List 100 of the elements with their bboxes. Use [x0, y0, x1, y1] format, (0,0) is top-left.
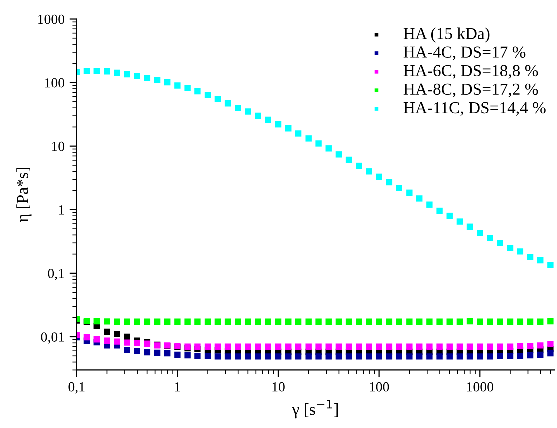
point [224, 100, 232, 107]
x-tick-label: 1000 [467, 382, 494, 392]
point [255, 318, 262, 325]
point [104, 328, 110, 336]
point [316, 318, 322, 325]
point [366, 318, 372, 325]
point [114, 331, 120, 338]
point [386, 318, 393, 325]
point [114, 318, 120, 325]
point [416, 354, 423, 360]
point [507, 245, 514, 252]
point [204, 318, 212, 325]
point [265, 116, 272, 124]
point [306, 136, 312, 142]
point [245, 354, 252, 360]
y-tick-label: 0,1 [48, 269, 64, 280]
point [487, 354, 494, 360]
point [527, 254, 534, 260]
point [164, 318, 171, 325]
point [235, 318, 242, 325]
point [426, 354, 433, 360]
point [265, 354, 272, 360]
point [134, 348, 140, 354]
point [517, 248, 524, 255]
point [466, 224, 474, 230]
point [386, 179, 393, 186]
point [396, 344, 402, 350]
point [416, 344, 423, 350]
point [416, 318, 423, 325]
point [376, 354, 382, 360]
point [326, 146, 332, 152]
point [124, 318, 130, 325]
point [164, 350, 171, 357]
point [336, 152, 342, 158]
point [356, 162, 362, 170]
x-tick-label: 100 [370, 382, 390, 392]
point [527, 343, 534, 350]
point [265, 344, 272, 350]
point [446, 344, 453, 350]
point [144, 75, 151, 82]
point [426, 202, 433, 208]
point [366, 354, 372, 360]
point [346, 318, 352, 325]
point [376, 174, 382, 180]
point [507, 318, 514, 325]
point [286, 318, 292, 325]
point [497, 344, 504, 350]
point [456, 344, 464, 350]
legend-label: HA-11C, DS=14,4 % [404, 102, 546, 116]
point [286, 354, 292, 360]
y-tick-label: 100 [45, 78, 65, 88]
point [114, 70, 120, 76]
point [366, 168, 372, 175]
legend-label: HA-6C, DS=18,8 % [404, 65, 538, 79]
point [255, 112, 262, 120]
point [426, 344, 433, 350]
point [94, 318, 100, 325]
point [326, 344, 332, 350]
point [204, 92, 212, 98]
point [406, 318, 413, 325]
point [245, 108, 252, 115]
point [336, 354, 342, 360]
point [204, 353, 212, 360]
point [376, 344, 382, 350]
y-tick-label: 1 [59, 206, 64, 215]
point [538, 257, 544, 264]
point [265, 318, 272, 325]
x-tick-label: 1 [175, 382, 180, 392]
point [406, 190, 413, 196]
point [497, 318, 504, 325]
point [466, 344, 474, 350]
point [346, 156, 352, 164]
point [527, 318, 534, 325]
point [456, 218, 464, 225]
point [235, 104, 242, 112]
point [356, 318, 362, 325]
point [386, 354, 393, 360]
point [416, 196, 423, 202]
point [366, 344, 372, 350]
point [356, 344, 362, 350]
point [356, 354, 362, 360]
point [527, 352, 534, 359]
point [477, 354, 484, 360]
point [154, 77, 161, 84]
point [235, 354, 242, 360]
point [456, 318, 464, 325]
legend-label: HA (15 kDa) [404, 28, 490, 43]
point [214, 318, 222, 325]
point [306, 344, 312, 350]
point [436, 344, 443, 350]
point [487, 234, 494, 242]
point [295, 344, 302, 350]
point [456, 354, 464, 360]
point [446, 318, 453, 325]
point [477, 230, 484, 236]
point [326, 354, 332, 360]
point [548, 341, 554, 348]
point [517, 318, 524, 325]
point [396, 354, 402, 360]
point [316, 140, 322, 147]
